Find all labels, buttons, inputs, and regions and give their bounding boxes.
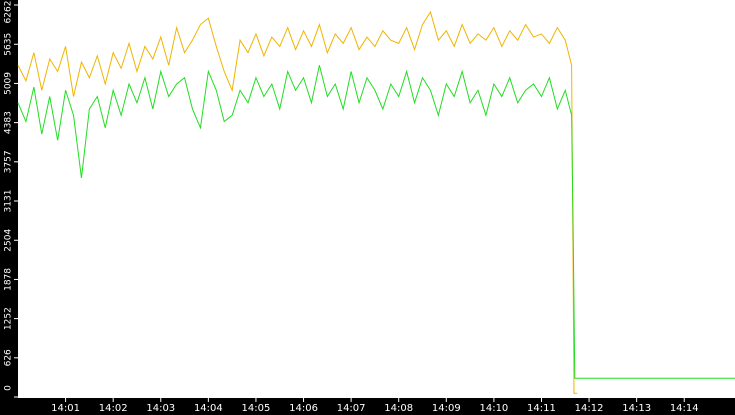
y-tick-label: 3131 [4,190,14,213]
x-tick-label: 14:01 [51,403,80,414]
x-tick-label: 14:08 [384,403,413,414]
y-tick-label: 5009 [4,72,14,95]
y-tick-label: 626 [4,349,14,366]
y-tick-label: 1252 [4,307,14,330]
x-tick-label: 14:07 [337,403,366,414]
y-tick-label: 0 [4,385,14,391]
x-tick-label: 14:11 [527,403,556,414]
x-tick-label: 14:04 [194,403,223,414]
y-axis-strip [0,0,18,415]
y-tick-label: 4383 [4,111,14,134]
x-tick-label: 14:06 [289,403,318,414]
x-tick-label: 14:14 [670,403,699,414]
series-line [17,10,578,394]
y-tick-label: 6262 [4,1,14,24]
y-tick-label: 2504 [4,229,14,252]
x-tick-label: 14:12 [575,403,604,414]
series-line [17,65,735,379]
x-tick-label: 14:13 [622,403,651,414]
x-tick-label: 14:10 [479,403,508,414]
y-tick-label: 5635 [4,33,14,56]
x-tick-label: 14:09 [432,403,461,414]
y-tick-label: 3757 [4,150,14,173]
x-tick-label: 14:03 [146,403,175,414]
x-axis-strip [0,398,735,415]
x-tick-label: 14:02 [99,403,128,414]
y-tick-label: 1878 [4,268,14,291]
x-tick-label: 14:05 [242,403,271,414]
